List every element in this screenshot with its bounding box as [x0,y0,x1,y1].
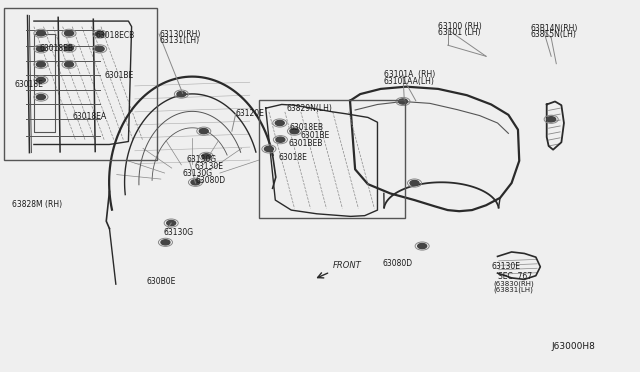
Text: J63000H8: J63000H8 [551,341,595,350]
Circle shape [191,180,200,185]
Circle shape [161,240,170,245]
Text: 63100 (RH): 63100 (RH) [438,22,482,31]
Text: 63130G: 63130G [164,228,194,237]
Text: 63130G: 63130G [182,169,213,178]
Text: 6301BE: 6301BE [105,71,134,80]
Text: SEC. 767: SEC. 767 [497,272,532,281]
Text: 63018ECB: 63018ECB [95,31,134,41]
Text: 63101 (LH): 63101 (LH) [438,28,481,38]
Text: 63018EB: 63018EB [39,44,73,53]
Bar [4,8,157,160]
Text: 63101AA(LH): 63101AA(LH) [384,77,435,86]
Circle shape [65,62,74,67]
Text: (63831(LH): (63831(LH) [493,286,534,293]
Text: 63130E: 63130E [194,162,223,171]
Circle shape [36,62,45,67]
Text: 63131(LH): 63131(LH) [159,36,199,45]
Text: 63B14N(RH): 63B14N(RH) [531,24,578,33]
Circle shape [275,121,284,126]
Text: 63130E: 63130E [491,262,520,271]
Circle shape [410,180,419,186]
Text: 630B0E: 630B0E [147,277,175,286]
Circle shape [276,137,285,142]
Circle shape [547,117,556,122]
Circle shape [199,129,208,134]
Circle shape [264,146,273,151]
Circle shape [95,32,104,37]
Text: 63130G: 63130G [186,155,217,164]
Text: 63018E: 63018E [278,153,307,162]
Circle shape [36,94,45,100]
Text: 63080D: 63080D [383,259,413,267]
Text: FRONT: FRONT [333,262,362,270]
Text: 63018EA: 63018EA [72,112,106,121]
Bar [259,100,405,218]
Circle shape [167,221,175,226]
Circle shape [36,31,45,36]
Circle shape [36,77,45,83]
Text: 6301BE: 6301BE [301,131,330,140]
Circle shape [418,243,427,248]
Circle shape [65,45,74,51]
Circle shape [36,46,45,51]
Text: 63828M (RH): 63828M (RH) [12,200,62,209]
Circle shape [202,154,211,159]
Text: 63829N(LH): 63829N(LH) [287,105,333,113]
Circle shape [65,31,74,36]
Text: 63018EB: 63018EB [290,123,324,132]
Text: 6301BEB: 6301BEB [288,139,323,148]
Text: 63018E: 63018E [15,80,44,89]
Text: 63120E: 63120E [236,109,264,118]
Circle shape [399,99,408,104]
Circle shape [177,92,186,97]
Text: (63830(RH): (63830(RH) [493,280,534,287]
Circle shape [95,46,104,51]
Text: 63080D: 63080D [195,176,225,185]
Circle shape [290,129,299,134]
Text: 63130(RH): 63130(RH) [159,29,200,39]
Text: 63101A  (RH): 63101A (RH) [384,70,435,79]
Text: 63815N(LH): 63815N(LH) [531,30,577,39]
